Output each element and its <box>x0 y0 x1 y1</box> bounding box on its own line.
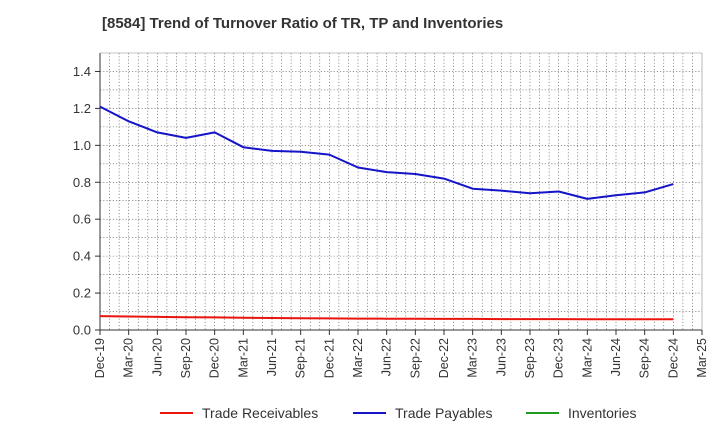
x-tick-label: Mar-25 <box>695 338 709 378</box>
x-tick-label: Dec-20 <box>208 338 222 378</box>
x-tick-label: Sep-21 <box>294 338 308 378</box>
x-tick-label: Sep-22 <box>408 338 422 378</box>
x-tick-label: Dec-22 <box>437 338 451 378</box>
legend-item-inventories: Inventories <box>526 405 636 421</box>
x-tick-label: Dec-24 <box>666 338 680 378</box>
grid-layer <box>100 53 702 330</box>
x-tick-label: Jun-22 <box>380 338 394 376</box>
x-tick-label: Mar-20 <box>122 338 136 378</box>
legend-label-inventories: Inventories <box>568 405 637 421</box>
x-tick-label: Dec-19 <box>93 338 107 378</box>
x-tick-label: Mar-23 <box>466 338 480 378</box>
y-tick-label: 0.2 <box>73 286 91 301</box>
legend: Trade Receivables Trade Payables Invento… <box>0 405 720 425</box>
y-tick-label: 0.8 <box>73 175 91 190</box>
x-tick-label: Sep-20 <box>179 338 193 378</box>
y-tick-label: 1.2 <box>73 101 91 116</box>
x-tick-label: Jun-21 <box>265 338 279 376</box>
legend-label-trade-receivables: Trade Receivables <box>202 405 319 421</box>
x-tick-label: Jun-24 <box>609 338 623 376</box>
ticks-layer: 0.0 0.2 0.4 0.6 0.8 1.0 1.2 1.4 Dec-19 Mar-20 Jun-… <box>73 64 709 378</box>
y-tick-label: 1.4 <box>73 64 91 79</box>
x-tick-label: Dec-23 <box>552 338 566 378</box>
legend-swatch-inventories <box>526 412 559 414</box>
plot-area <box>100 53 702 330</box>
legend-swatch-trade-receivables <box>160 412 193 414</box>
x-tick-label: Sep-24 <box>638 338 652 378</box>
x-tick-label: Dec-21 <box>322 338 336 378</box>
y-tick-label: 0.0 <box>73 323 91 338</box>
y-tick-label: 1.0 <box>73 138 91 153</box>
x-tick-label: Mar-22 <box>351 338 365 378</box>
x-tick-label: Jun-23 <box>494 338 508 376</box>
chart-title: [8584] Trend of Turnover Ratio of TR, TP… <box>102 15 504 32</box>
x-tick-label: Sep-23 <box>523 338 537 378</box>
legend-item-trade-payables: Trade Payables <box>353 405 493 421</box>
x-tick-label: Jun-20 <box>150 338 164 376</box>
y-tick-label: 0.4 <box>73 249 91 264</box>
legend-item-trade-receivables: Trade Receivables <box>160 405 318 421</box>
series-layer <box>99 105 674 321</box>
y-tick-label: 0.6 <box>73 212 91 227</box>
x-tick-label: Mar-24 <box>580 338 594 378</box>
axes-layer <box>99 52 703 331</box>
x-tick-label: Mar-21 <box>236 338 250 378</box>
legend-swatch-trade-payables <box>353 412 386 414</box>
legend-label-trade-payables: Trade Payables <box>395 405 493 421</box>
